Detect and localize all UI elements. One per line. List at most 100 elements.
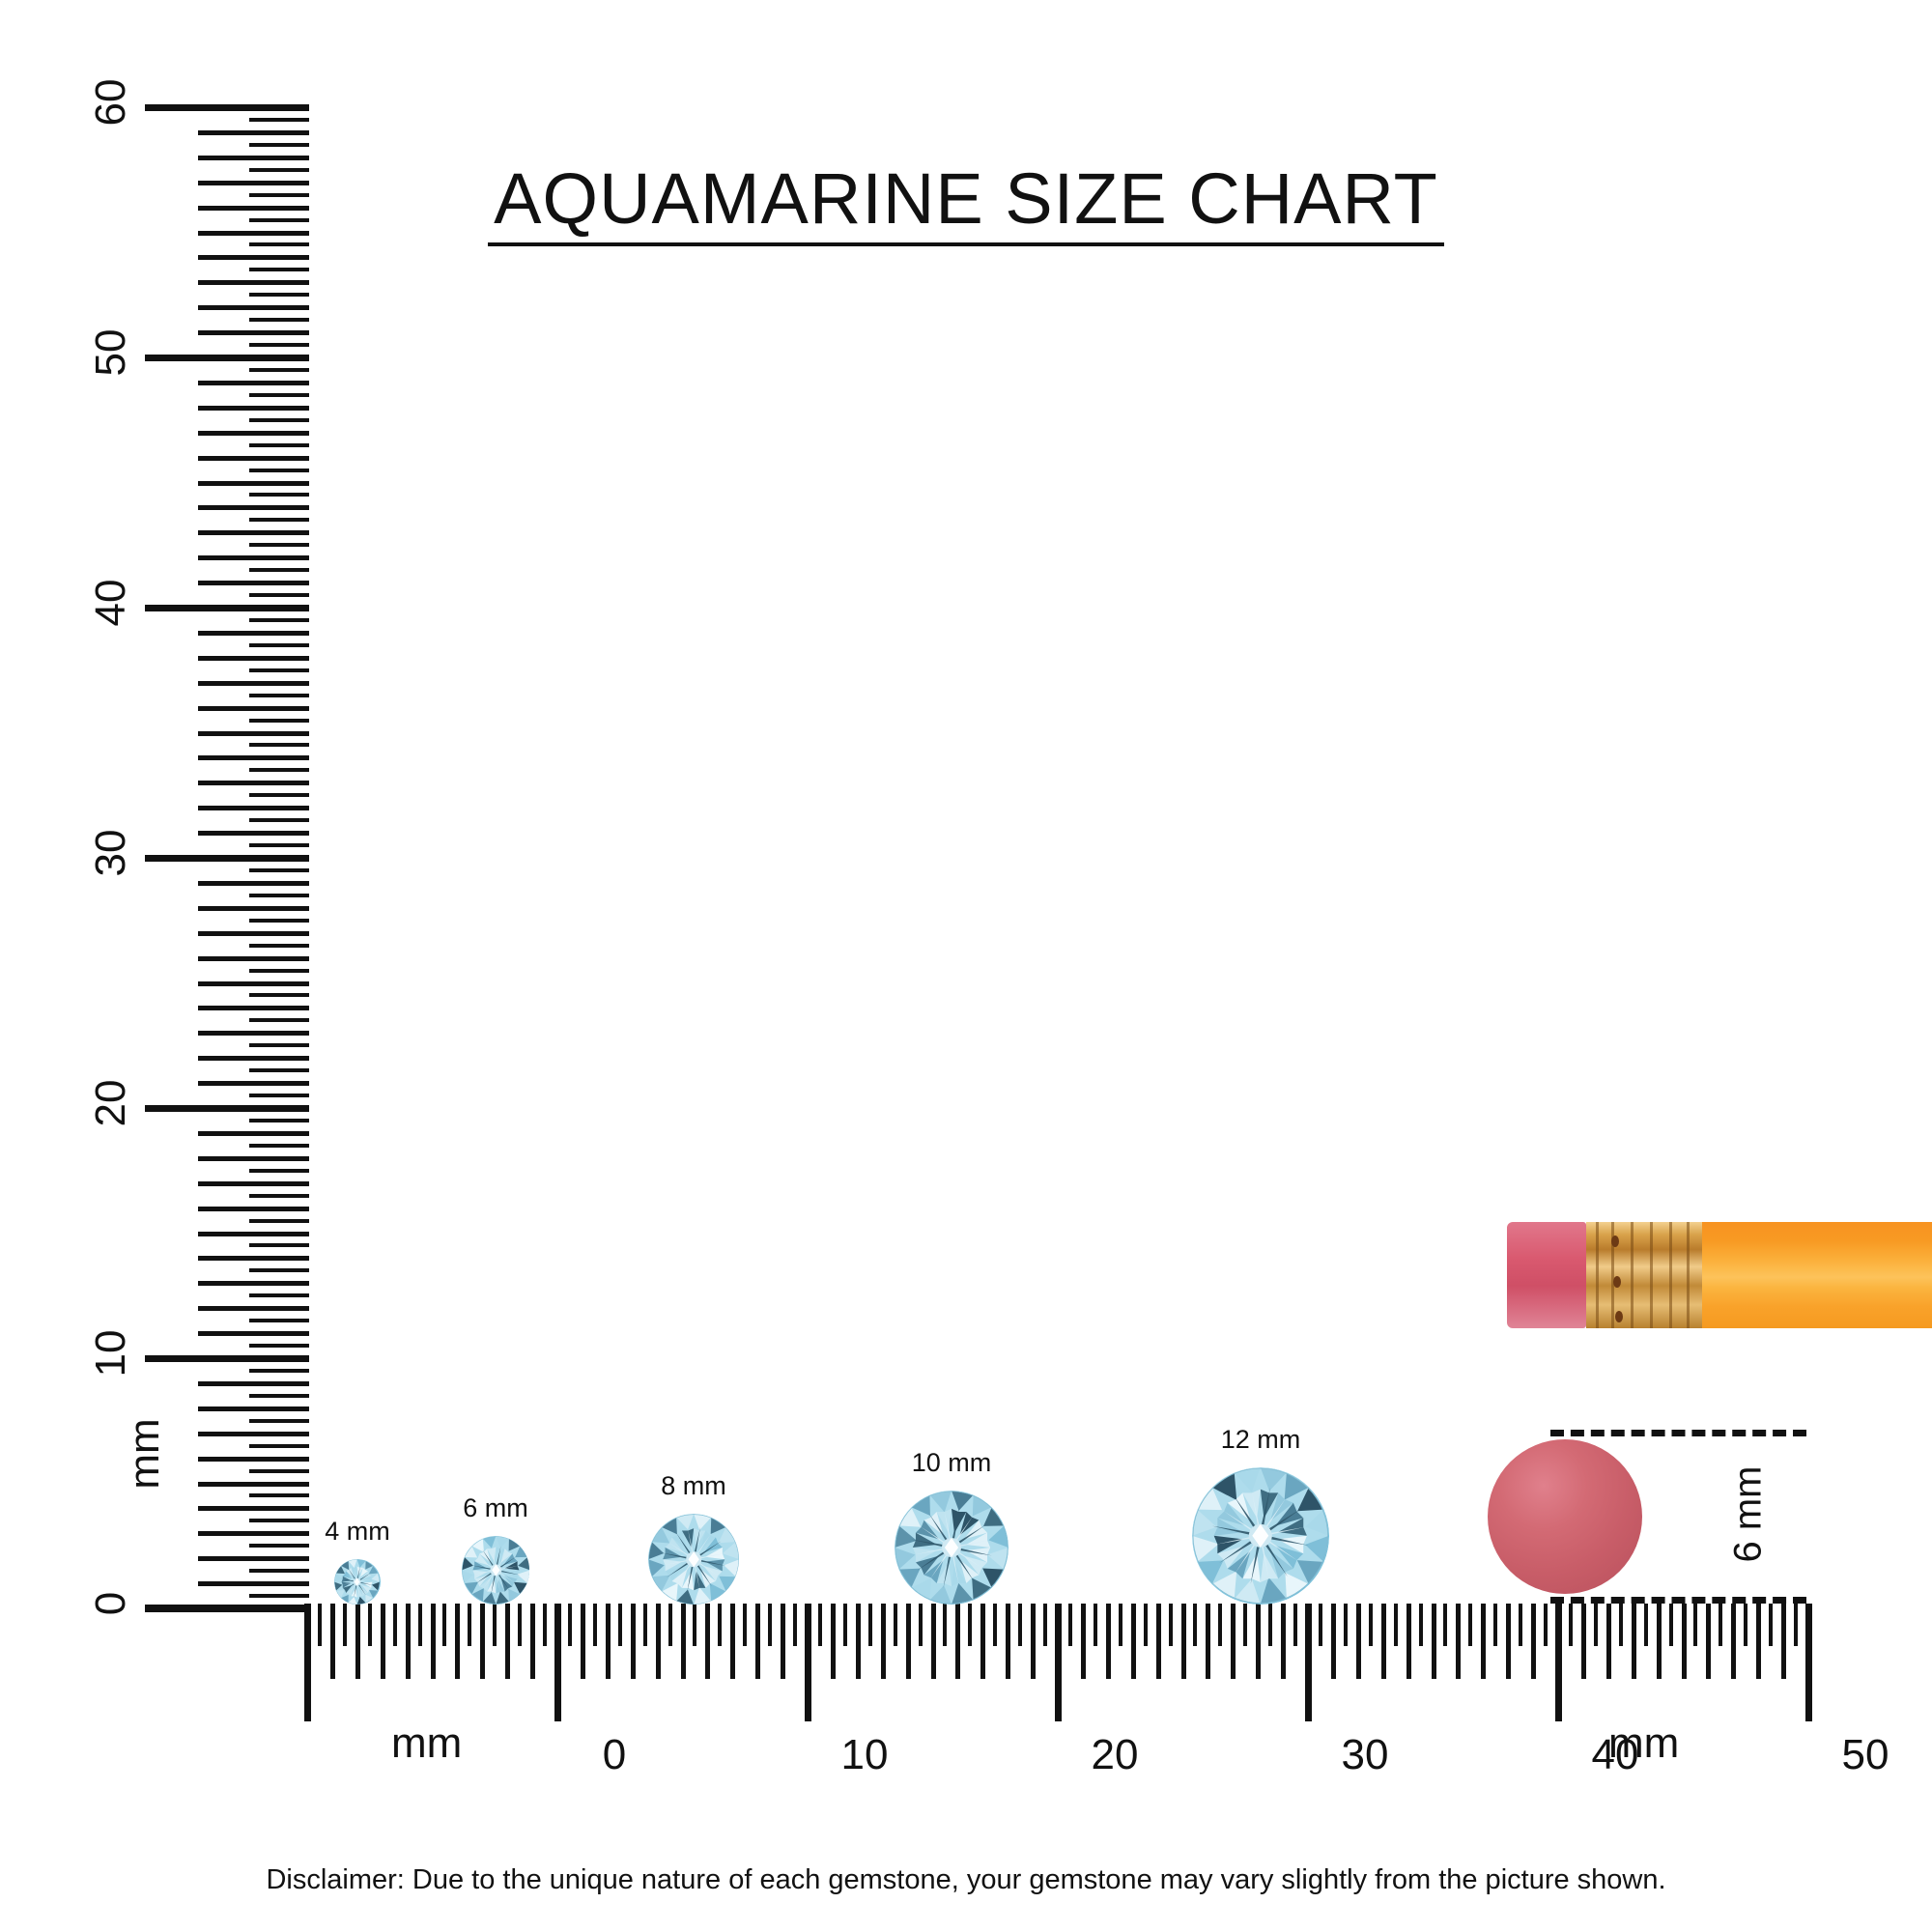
horizontal-tick <box>1631 1604 1636 1679</box>
horizontal-tick <box>655 1604 661 1679</box>
horizontal-tick <box>968 1604 973 1646</box>
horizontal-tick <box>355 1604 360 1679</box>
vertical-tick <box>198 1380 309 1386</box>
vertical-tick <box>249 568 309 573</box>
vertical-tick <box>249 867 309 872</box>
gem-facets <box>648 1514 739 1605</box>
vertical-tick <box>145 104 309 111</box>
horizontal-tick <box>1305 1604 1312 1721</box>
gem-label-6mm: 6 mm <box>463 1493 528 1523</box>
horizontal-tick <box>567 1604 572 1646</box>
vertical-tick <box>198 955 309 961</box>
vertical-tick <box>198 505 309 511</box>
horizontal-tick <box>1318 1604 1322 1646</box>
vertical-tick <box>249 117 309 122</box>
vertical-tick <box>198 1306 309 1312</box>
horizontal-tick <box>1706 1604 1712 1679</box>
horizontal-tick <box>1231 1604 1236 1679</box>
horizontal-tick <box>693 1604 697 1646</box>
vertical-tick <box>198 1481 309 1487</box>
vertical-tick <box>198 980 309 986</box>
horizontal-tick-label: 30 <box>1341 1731 1389 1778</box>
horizontal-tick <box>1618 1604 1623 1646</box>
vertical-tick <box>249 1043 309 1048</box>
horizontal-tick <box>642 1604 647 1646</box>
vertical-tick <box>249 1468 309 1473</box>
horizontal-tick <box>505 1604 511 1679</box>
horizontal-tick <box>930 1604 936 1679</box>
horizontal-tick <box>1580 1604 1586 1679</box>
vertical-tick <box>249 417 309 422</box>
horizontal-tick <box>1531 1604 1537 1679</box>
horizontal-tick <box>1544 1604 1548 1646</box>
horizontal-tick <box>605 1604 611 1679</box>
vertical-tick-label: 50 <box>87 328 134 377</box>
horizontal-tick <box>1418 1604 1423 1646</box>
vertical-tick <box>198 905 309 911</box>
vertical-tick <box>198 581 309 586</box>
horizontal-tick <box>1268 1604 1273 1646</box>
horizontal-tick-label: 10 <box>840 1731 889 1778</box>
horizontal-tick <box>304 1604 311 1721</box>
vertical-tick <box>198 1406 309 1411</box>
horizontal-tick <box>1256 1604 1262 1679</box>
horizontal-tick-label: 40 <box>1591 1731 1639 1778</box>
vertical-tick <box>145 855 309 862</box>
horizontal-tick <box>1443 1604 1448 1646</box>
vertical-ruler <box>145 92 309 1612</box>
gem-label-10mm: 10 mm <box>911 1448 992 1477</box>
horizontal-tick <box>1493 1604 1498 1646</box>
vertical-tick <box>249 167 309 172</box>
pencil-eraser-tip <box>1507 1222 1586 1328</box>
gem-6mm <box>461 1536 530 1605</box>
horizontal-tick <box>743 1604 748 1646</box>
vertical-tick <box>249 1544 309 1548</box>
vertical-tick <box>198 555 309 561</box>
vertical-tick <box>198 330 309 336</box>
vertical-tick <box>198 1581 309 1587</box>
horizontal-tick <box>793 1604 798 1646</box>
horizontal-tick <box>1206 1604 1211 1679</box>
vertical-tick <box>198 280 309 286</box>
vertical-tick-label: 30 <box>87 829 134 877</box>
horizontal-tick <box>1568 1604 1573 1646</box>
vertical-tick <box>198 1531 309 1537</box>
vertical-tick <box>198 1431 309 1436</box>
gem-facets <box>461 1536 530 1605</box>
horizontal-tick <box>1006 1604 1011 1679</box>
vertical-tick <box>249 1418 309 1423</box>
vertical-tick <box>145 605 309 611</box>
horizontal-tick <box>1118 1604 1122 1646</box>
vertical-tick <box>249 392 309 397</box>
gem-8mm <box>647 1513 740 1605</box>
vertical-tick <box>198 1456 309 1462</box>
gem-facets <box>895 1491 1009 1605</box>
vertical-tick <box>198 755 309 761</box>
horizontal-tick <box>680 1604 686 1679</box>
gem-4mm <box>334 1558 381 1605</box>
vertical-tick <box>198 1556 309 1562</box>
horizontal-tick <box>1731 1604 1737 1679</box>
horizontal-tick <box>1368 1604 1373 1646</box>
vertical-tick <box>198 180 309 185</box>
horizontal-tick <box>1744 1604 1748 1646</box>
horizontal-tick <box>1155 1604 1161 1679</box>
gem-12mm <box>1192 1467 1329 1605</box>
vertical-tick <box>198 1056 309 1062</box>
horizontal-tick <box>1593 1604 1598 1646</box>
vertical-tick <box>249 993 309 998</box>
horizontal-tick <box>867 1604 872 1646</box>
horizontal-tick <box>1218 1604 1223 1646</box>
vertical-tick <box>249 343 309 348</box>
vertical-tick-label: 40 <box>87 579 134 627</box>
horizontal-tick <box>1456 1604 1462 1679</box>
vertical-tick <box>249 142 309 147</box>
vertical-tick <box>198 1281 309 1287</box>
vertical-tick <box>249 318 309 323</box>
vertical-tick <box>249 1193 309 1198</box>
vertical-tick <box>198 1180 309 1186</box>
vertical-tick <box>249 1344 309 1349</box>
horizontal-tick <box>1180 1604 1186 1679</box>
horizontal-tick <box>943 1604 948 1646</box>
horizontal-tick <box>1355 1604 1361 1679</box>
